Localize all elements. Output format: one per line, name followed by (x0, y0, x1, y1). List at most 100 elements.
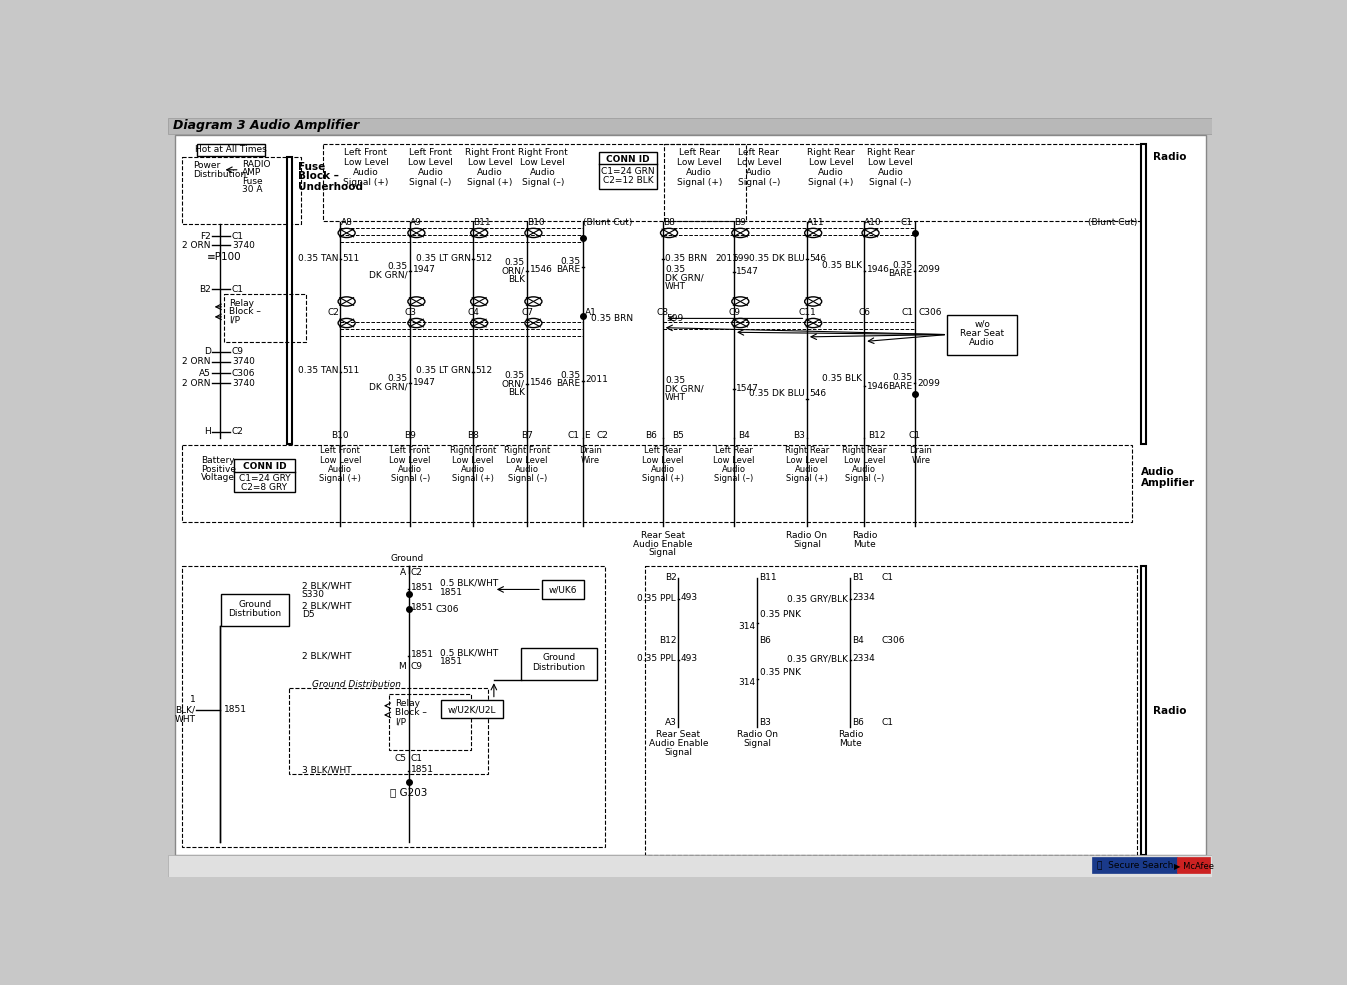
Text: BARE: BARE (556, 265, 581, 275)
Text: 512: 512 (475, 366, 493, 375)
Text: Rear Seat: Rear Seat (641, 531, 684, 540)
Text: 0.35 TAN: 0.35 TAN (298, 254, 338, 263)
Text: 1851: 1851 (411, 604, 434, 613)
Text: Low Level: Low Level (808, 159, 854, 167)
Text: Power: Power (193, 162, 221, 170)
Text: C2: C2 (232, 427, 244, 436)
Text: C1: C1 (901, 218, 913, 227)
Text: Left Front: Left Front (409, 149, 451, 158)
Text: 2011: 2011 (586, 374, 609, 384)
Text: Low Level: Low Level (467, 159, 512, 167)
Text: 0.35: 0.35 (560, 257, 581, 266)
Text: DK GRN/: DK GRN/ (369, 270, 408, 279)
Text: Wire: Wire (912, 456, 931, 465)
Text: C3: C3 (404, 307, 416, 317)
Bar (599, 152, 656, 189)
Text: Audio: Audio (687, 168, 713, 177)
Text: C1: C1 (901, 307, 913, 317)
Text: 1: 1 (190, 695, 195, 704)
Text: 599: 599 (731, 254, 749, 263)
Text: Left Rear: Left Rear (679, 149, 719, 158)
Text: B1: B1 (851, 573, 863, 582)
Text: 2099: 2099 (917, 378, 940, 387)
Text: I/P: I/P (229, 315, 240, 324)
Text: Left Rear: Left Rear (644, 446, 682, 455)
Text: A: A (400, 568, 407, 577)
Text: B2: B2 (199, 285, 211, 294)
Text: BARE: BARE (888, 381, 912, 391)
Text: Right Rear: Right Rear (807, 149, 855, 158)
Text: 2099: 2099 (917, 265, 940, 275)
Text: AMP: AMP (242, 168, 261, 177)
Text: 1546: 1546 (529, 378, 552, 387)
Text: Right Front: Right Front (465, 149, 515, 158)
Bar (287, 157, 291, 444)
Text: M: M (399, 662, 407, 671)
Text: Low Level: Low Level (737, 159, 781, 167)
Text: RADIO: RADIO (242, 160, 271, 168)
Text: H: H (205, 427, 211, 436)
Text: Audio: Audio (477, 168, 502, 177)
Text: 1947: 1947 (412, 378, 435, 387)
Bar (234, 459, 295, 492)
Text: Fuse: Fuse (298, 162, 325, 171)
Text: WHT: WHT (665, 393, 686, 402)
Text: Left Rear: Left Rear (738, 149, 780, 158)
Text: 3740: 3740 (232, 240, 255, 250)
Text: Audio: Audio (329, 465, 353, 474)
Text: w/o: w/o (974, 319, 990, 328)
Text: 0.35: 0.35 (665, 376, 686, 385)
Text: Low Level: Low Level (678, 159, 722, 167)
Text: Signal (–): Signal (–) (391, 474, 430, 483)
Text: Low Level: Low Level (869, 159, 913, 167)
Bar (168, 118, 1212, 134)
Text: C9: C9 (411, 662, 423, 671)
Text: Audio: Audio (795, 465, 819, 474)
Text: Underhood: Underhood (298, 182, 362, 192)
Text: Low Level: Low Level (787, 456, 827, 465)
Text: 1547: 1547 (737, 384, 760, 393)
Text: DK GRN/: DK GRN/ (665, 385, 703, 394)
Text: 1546: 1546 (529, 265, 552, 275)
Text: Left Rear: Left Rear (715, 446, 753, 455)
Text: 0.35 GRY/BLK: 0.35 GRY/BLK (787, 594, 849, 603)
Text: Low Level: Low Level (714, 456, 754, 465)
Text: 0.35 PPL: 0.35 PPL (637, 594, 676, 603)
Text: Radio: Radio (838, 730, 863, 739)
Text: 1851: 1851 (411, 765, 434, 774)
Text: Battery: Battery (201, 456, 234, 465)
Text: Hot at All Times: Hot at All Times (195, 145, 267, 155)
Text: 599: 599 (667, 314, 684, 323)
Text: Signal (+): Signal (+) (808, 178, 854, 187)
Text: S330: S330 (302, 590, 325, 599)
Text: Right Rear: Right Rear (785, 446, 830, 455)
Text: Low Level: Low Level (453, 456, 494, 465)
Text: B11: B11 (473, 218, 490, 227)
Text: A9: A9 (411, 218, 422, 227)
Text: Diagram 3 Audio Amplifier: Diagram 3 Audio Amplifier (172, 119, 360, 132)
Text: C306: C306 (435, 605, 459, 614)
Text: 🛡  Secure Search: 🛡 Secure Search (1096, 861, 1173, 870)
Text: 0.35 DK BLU: 0.35 DK BLU (749, 389, 804, 398)
Text: BLK: BLK (508, 388, 525, 397)
Text: Signal (–): Signal (–) (845, 474, 884, 483)
Text: Signal (+): Signal (+) (676, 178, 722, 187)
Text: Low Level: Low Level (408, 159, 453, 167)
Text: Audio: Audio (818, 168, 843, 177)
Bar (389, 694, 470, 750)
Text: Audio: Audio (353, 168, 379, 177)
Text: C1: C1 (567, 431, 579, 440)
Text: 3740: 3740 (232, 357, 255, 366)
Text: C9: C9 (729, 307, 740, 317)
Text: C1: C1 (232, 285, 244, 294)
Text: BLK: BLK (508, 276, 525, 285)
Text: 3740: 3740 (232, 378, 255, 387)
Text: Amplifier: Amplifier (1141, 478, 1195, 489)
Text: Ground: Ground (543, 653, 575, 663)
Text: 1851: 1851 (411, 650, 434, 659)
Text: Signal: Signal (664, 749, 692, 757)
Text: C2: C2 (597, 431, 609, 440)
Text: Mute: Mute (839, 739, 862, 748)
Text: Mute: Mute (853, 540, 876, 549)
Text: Rear Seat: Rear Seat (960, 329, 1004, 338)
